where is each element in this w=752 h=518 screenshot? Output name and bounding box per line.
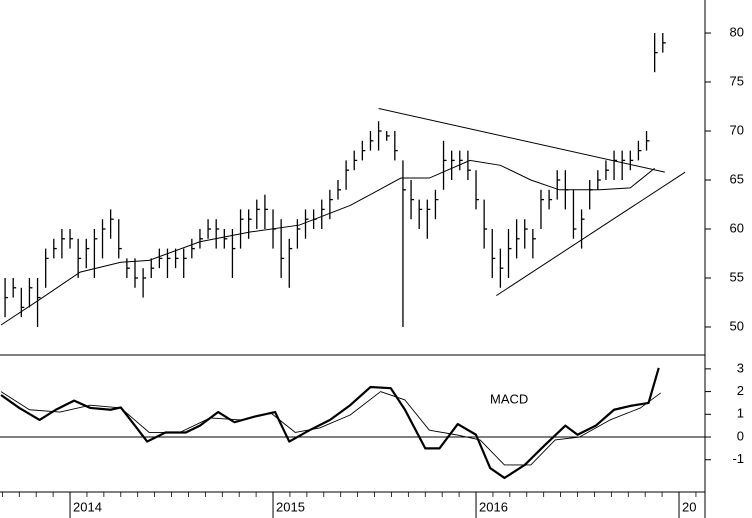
y-tick-label: 50: [730, 318, 744, 333]
y-tick-label: 60: [730, 220, 744, 235]
macd-line: [0, 367, 660, 480]
y-tick-label: 1: [737, 406, 744, 421]
x-tick-label: 2016: [479, 499, 508, 514]
x-tick-label: 2015: [276, 499, 305, 514]
y-tick-label: 3: [737, 360, 744, 375]
macd-label: MACD: [490, 391, 528, 406]
y-tick-label: -1: [732, 451, 744, 466]
macd-line: [0, 391, 662, 466]
x-tick-label: 2014: [73, 499, 102, 514]
moving-average: [0, 159, 655, 326]
y-tick-label: 2: [737, 383, 744, 398]
trendline: [378, 107, 665, 173]
trendline: [496, 171, 686, 297]
y-tick-label: 70: [730, 122, 744, 137]
y-tick-label: 65: [730, 171, 744, 186]
y-tick-label: 80: [730, 24, 744, 39]
y-tick-label: 75: [730, 73, 744, 88]
y-tick-label: 0: [737, 428, 744, 443]
x-tick-label: 20: [682, 499, 696, 514]
y-tick-label: 55: [730, 269, 744, 284]
